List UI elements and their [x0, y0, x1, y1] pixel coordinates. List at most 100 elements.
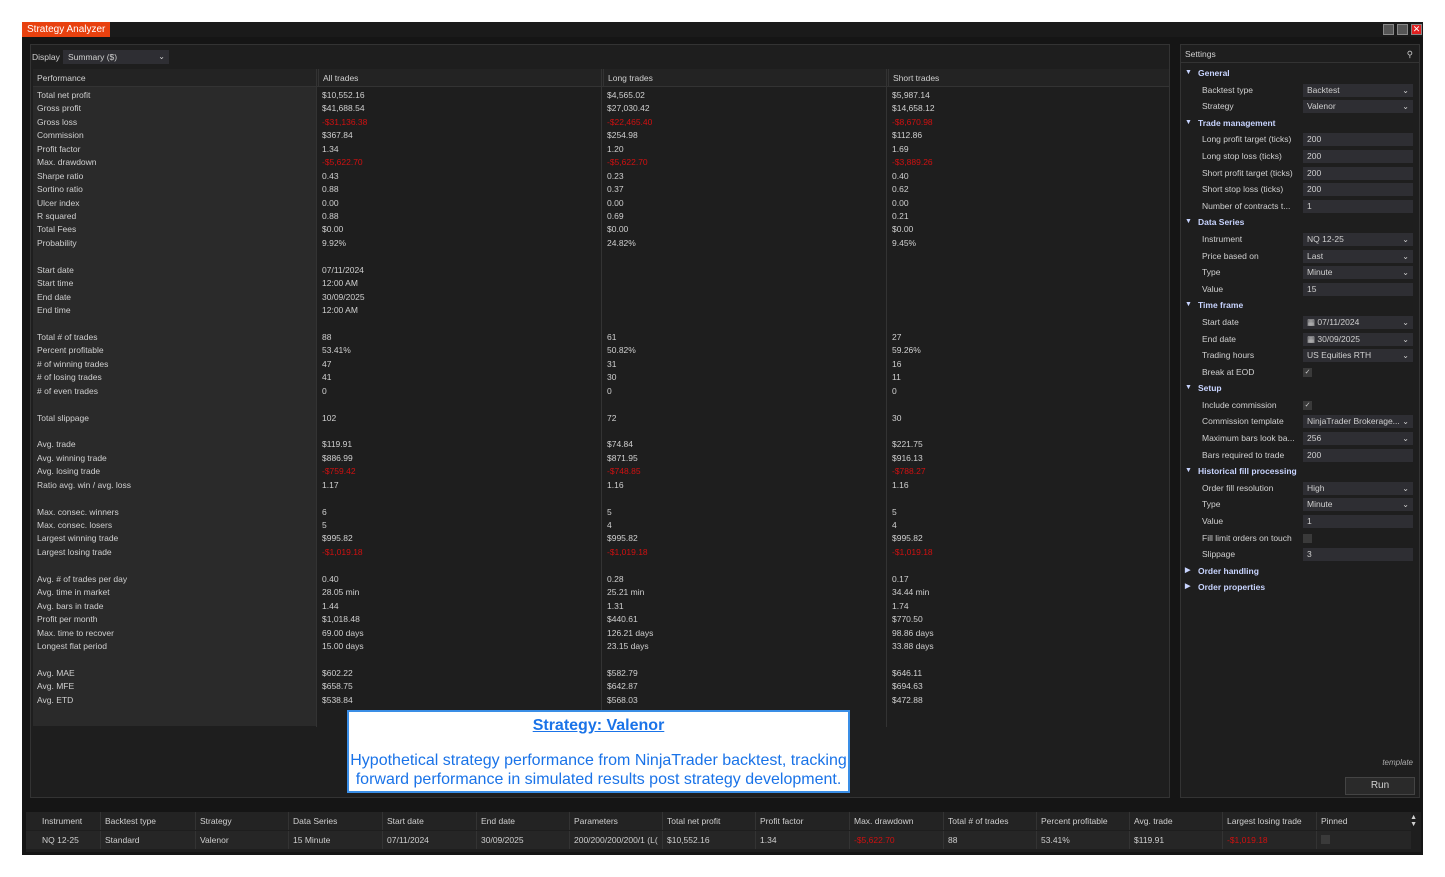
- settings-property[interactable]: Long profit target (ticks) 200: [1181, 131, 1419, 148]
- settings-property[interactable]: Short stop loss (ticks) 200: [1181, 181, 1419, 198]
- checkbox[interactable]: [1303, 533, 1312, 543]
- settings-property[interactable]: Short profit target (ticks) 200: [1181, 165, 1419, 182]
- maximize-icon[interactable]: [1397, 24, 1408, 35]
- column-header[interactable]: All trades: [318, 69, 603, 87]
- settings-property[interactable]: Fill limit orders on touch: [1181, 530, 1419, 547]
- settings-category[interactable]: ▼ Setup: [1181, 380, 1419, 397]
- settings-property[interactable]: Value 1: [1181, 513, 1419, 530]
- settings-property[interactable]: Start date ▦ 07/11/2024 ⌄: [1181, 314, 1419, 331]
- grid-cell[interactable]: $10,552.16: [662, 831, 755, 849]
- settings-property[interactable]: Strategy Valenor ⌄: [1181, 98, 1419, 115]
- grid-cell[interactable]: Standard: [100, 831, 195, 849]
- caret-down-icon[interactable]: ▼: [1185, 384, 1192, 392]
- minimize-icon[interactable]: [1383, 24, 1394, 35]
- table-row[interactable]: NQ 12-25 Standard Valenor 15 Minute 07/11/20…: [26, 831, 1411, 849]
- chevron-down-icon[interactable]: ⌄: [1402, 334, 1409, 344]
- caret-down-icon[interactable]: ▼: [1185, 301, 1192, 309]
- property-value[interactable]: 200: [1303, 133, 1413, 147]
- grid-column-header[interactable]: Largest losing trade: [1222, 812, 1316, 830]
- chevron-down-icon[interactable]: ⌄: [1402, 102, 1409, 112]
- settings-category[interactable]: ▶ Order properties: [1181, 579, 1419, 596]
- display-select[interactable]: Summary ($) ⌄: [63, 50, 169, 64]
- grid-cell[interactable]: $119.91: [1129, 831, 1222, 849]
- chevron-down-icon[interactable]: ⌄: [1402, 434, 1409, 444]
- settings-category[interactable]: ▼ General: [1181, 65, 1419, 82]
- pin-icon[interactable]: ⚲: [1406, 49, 1413, 59]
- property-value[interactable]: US Equities RTH ⌄: [1303, 349, 1413, 363]
- caret-down-icon[interactable]: ▼: [1185, 218, 1192, 226]
- property-value[interactable]: Last ⌄: [1303, 249, 1413, 263]
- property-value[interactable]: 1: [1303, 199, 1413, 213]
- grid-column-header[interactable]: Parameters: [569, 812, 662, 830]
- grid-column-header[interactable]: Total # of trades: [943, 812, 1036, 830]
- settings-category[interactable]: ▼ Time frame: [1181, 297, 1419, 314]
- property-value[interactable]: Minute ⌄: [1303, 266, 1413, 280]
- grid-cell[interactable]: 53.41%: [1036, 831, 1129, 849]
- settings-property[interactable]: Price based on Last ⌄: [1181, 248, 1419, 265]
- chevron-down-icon[interactable]: ⌄: [1402, 417, 1409, 427]
- property-value[interactable]: 200: [1303, 183, 1413, 197]
- settings-property[interactable]: Long stop loss (ticks) 200: [1181, 148, 1419, 165]
- grid-column-header[interactable]: Avg. trade: [1129, 812, 1222, 830]
- pinned-checkbox[interactable]: [1321, 835, 1330, 844]
- grid-column-header[interactable]: Profit factor: [755, 812, 849, 830]
- property-value[interactable]: 1: [1303, 515, 1413, 529]
- property-value[interactable]: Minute ⌄: [1303, 498, 1413, 512]
- chevron-down-icon[interactable]: ⌄: [1402, 234, 1409, 244]
- settings-property[interactable]: Break at EOD ✓: [1181, 364, 1419, 381]
- grid-cell[interactable]: -$1,019.18: [1222, 831, 1316, 849]
- chevron-down-icon[interactable]: ⌄: [1402, 500, 1409, 510]
- property-value[interactable]: 200: [1303, 149, 1413, 163]
- settings-property[interactable]: Bars required to trade 200: [1181, 447, 1419, 464]
- chevron-down-icon[interactable]: ⌄: [1402, 483, 1409, 493]
- grid-column-header[interactable]: Data Series: [288, 812, 382, 830]
- settings-property[interactable]: Type Minute ⌄: [1181, 496, 1419, 513]
- property-value[interactable]: 200: [1303, 448, 1413, 462]
- caret-down-icon[interactable]: ▼: [1185, 69, 1192, 76]
- property-value[interactable]: Valenor ⌄: [1303, 100, 1413, 114]
- chevron-down-icon[interactable]: ⌄: [1402, 351, 1409, 361]
- run-button[interactable]: Run: [1345, 777, 1415, 795]
- caption-heading[interactable]: Strategy: Valenor: [532, 717, 665, 734]
- grid-column-header[interactable]: Max. drawdown: [849, 812, 943, 830]
- settings-property[interactable]: Maximum bars look ba... 256 ⌄: [1181, 430, 1419, 447]
- property-value[interactable]: 3: [1303, 548, 1413, 562]
- grid-column-header[interactable]: End date: [476, 812, 569, 830]
- chevron-down-icon[interactable]: ⌄: [1402, 85, 1409, 95]
- grid-column-header[interactable]: Backtest type: [100, 812, 195, 830]
- grid-column-header[interactable]: Percent profitable: [1036, 812, 1129, 830]
- grid-cell[interactable]: 1.34: [755, 831, 849, 849]
- close-icon[interactable]: ✕: [1411, 24, 1422, 35]
- property-value[interactable]: ▦ 07/11/2024 ⌄: [1303, 315, 1413, 329]
- grid-column-header[interactable]: Pinned: [1316, 812, 1408, 830]
- settings-property[interactable]: Include commission ✓: [1181, 397, 1419, 414]
- caret-down-icon[interactable]: ▼: [1185, 118, 1192, 126]
- grid-cell[interactable]: 30/09/2025: [476, 831, 569, 849]
- grid-column-header[interactable]: Instrument: [42, 816, 83, 826]
- grid-cell[interactable]: [1316, 831, 1408, 849]
- column-header[interactable]: Long trades: [603, 69, 888, 87]
- template-link[interactable]: template: [1382, 758, 1413, 767]
- settings-property[interactable]: Value 15: [1181, 281, 1419, 298]
- property-value[interactable]: NinjaTrader Brokerage... ⌄: [1303, 415, 1413, 429]
- property-value[interactable]: 15: [1303, 282, 1413, 296]
- settings-property[interactable]: Instrument NQ 12-25 ⌄: [1181, 231, 1419, 248]
- property-value[interactable]: NQ 12-25 ⌄: [1303, 232, 1413, 246]
- settings-property[interactable]: Order fill resolution High ⌄: [1181, 480, 1419, 497]
- caret-right-icon[interactable]: ▶: [1185, 566, 1191, 574]
- settings-category[interactable]: ▶ Order handling: [1181, 563, 1419, 580]
- property-value[interactable]: ▦ 30/09/2025 ⌄: [1303, 332, 1413, 346]
- column-header[interactable]: Short trades: [888, 69, 1169, 87]
- checkbox[interactable]: ✓: [1303, 367, 1312, 377]
- grid-column-header[interactable]: Total net profit: [662, 812, 755, 830]
- grid-column-header[interactable]: Start date: [382, 812, 476, 830]
- scroll-arrows-icon[interactable]: ▲ ▼: [1410, 814, 1417, 828]
- grid-cell[interactable]: 15 Minute: [288, 831, 382, 849]
- chevron-down-icon[interactable]: ⌄: [1402, 317, 1409, 327]
- property-value[interactable]: Backtest ⌄: [1303, 83, 1413, 97]
- grid-cell[interactable]: 07/11/2024: [382, 831, 476, 849]
- chevron-down-icon[interactable]: ⌄: [1402, 268, 1409, 278]
- settings-category[interactable]: ▼ Data Series: [1181, 214, 1419, 231]
- checkbox[interactable]: ✓: [1303, 400, 1312, 410]
- caret-right-icon[interactable]: ▶: [1185, 583, 1191, 591]
